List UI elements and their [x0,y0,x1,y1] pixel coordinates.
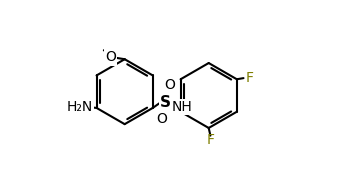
Text: NH: NH [172,100,192,114]
Text: H₂N: H₂N [66,100,92,114]
Text: O: O [105,50,116,64]
Text: F: F [245,71,253,85]
Text: O: O [164,78,175,92]
Text: O: O [156,112,167,126]
Text: S: S [160,95,171,110]
Text: F: F [207,133,214,147]
